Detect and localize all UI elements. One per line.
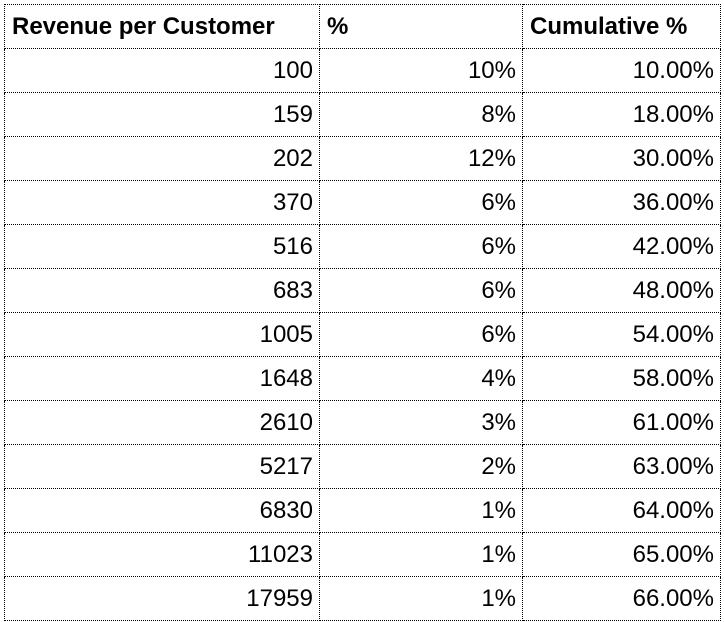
cell-cumulative[interactable]: 48.00% [522, 268, 721, 313]
header-revenue-per-customer[interactable]: Revenue per Customer [4, 4, 320, 49]
cell-percent[interactable]: 6% [319, 224, 523, 269]
cell-percent[interactable]: 10% [319, 48, 523, 93]
cell-revenue[interactable]: 2610 [4, 400, 320, 445]
table-row: 159 8% 18.00% [4, 92, 721, 137]
cell-revenue[interactable]: 6830 [4, 488, 320, 533]
cell-revenue[interactable]: 17959 [4, 576, 320, 621]
cell-cumulative[interactable]: 65.00% [522, 532, 721, 577]
header-cumulative-percent[interactable]: Cumulative % [522, 4, 721, 49]
cell-cumulative[interactable]: 30.00% [522, 136, 721, 181]
cell-revenue[interactable]: 1648 [4, 356, 320, 401]
table-row: 202 12% 30.00% [4, 136, 721, 181]
cell-cumulative[interactable]: 18.00% [522, 92, 721, 137]
table-row: 516 6% 42.00% [4, 224, 721, 269]
cell-revenue[interactable]: 370 [4, 180, 320, 225]
cell-cumulative[interactable]: 61.00% [522, 400, 721, 445]
table-row: 1005 6% 54.00% [4, 312, 721, 357]
table-body: 100 10% 10.00% 159 8% 18.00% 202 12% 30.… [4, 48, 721, 621]
cell-cumulative[interactable]: 54.00% [522, 312, 721, 357]
cell-revenue[interactable]: 159 [4, 92, 320, 137]
cell-percent[interactable]: 1% [319, 532, 523, 577]
table-row: 11023 1% 65.00% [4, 532, 721, 577]
cell-revenue[interactable]: 100 [4, 48, 320, 93]
cell-percent[interactable]: 6% [319, 312, 523, 357]
cell-cumulative[interactable]: 58.00% [522, 356, 721, 401]
cell-percent[interactable]: 1% [319, 576, 523, 621]
cell-cumulative[interactable]: 66.00% [522, 576, 721, 621]
cell-revenue[interactable]: 202 [4, 136, 320, 181]
cell-percent[interactable]: 8% [319, 92, 523, 137]
cell-percent[interactable]: 2% [319, 444, 523, 489]
cell-cumulative[interactable]: 63.00% [522, 444, 721, 489]
table-row: 370 6% 36.00% [4, 180, 721, 225]
cell-percent[interactable]: 1% [319, 488, 523, 533]
table-row: 5217 2% 63.00% [4, 444, 721, 489]
cell-percent[interactable]: 6% [319, 180, 523, 225]
cell-revenue[interactable]: 683 [4, 268, 320, 313]
revenue-table: Revenue per Customer % Cumulative % 100 … [4, 4, 721, 621]
cell-cumulative[interactable]: 36.00% [522, 180, 721, 225]
cell-revenue[interactable]: 516 [4, 224, 320, 269]
cell-cumulative[interactable]: 42.00% [522, 224, 721, 269]
cell-percent[interactable]: 4% [319, 356, 523, 401]
header-percent[interactable]: % [319, 4, 523, 49]
cell-percent[interactable]: 6% [319, 268, 523, 313]
cell-revenue[interactable]: 5217 [4, 444, 320, 489]
cell-cumulative[interactable]: 10.00% [522, 48, 721, 93]
table-row: 100 10% 10.00% [4, 48, 721, 93]
cell-revenue[interactable]: 1005 [4, 312, 320, 357]
header-row: Revenue per Customer % Cumulative % [4, 4, 721, 49]
cell-revenue[interactable]: 11023 [4, 532, 320, 577]
table-row: 17959 1% 66.00% [4, 576, 721, 621]
cell-percent[interactable]: 12% [319, 136, 523, 181]
table-row: 1648 4% 58.00% [4, 356, 721, 401]
cell-cumulative[interactable]: 64.00% [522, 488, 721, 533]
table-row: 683 6% 48.00% [4, 268, 721, 313]
table-row: 6830 1% 64.00% [4, 488, 721, 533]
table-row: 2610 3% 61.00% [4, 400, 721, 445]
spreadsheet-table-container: Revenue per Customer % Cumulative % 100 … [4, 4, 721, 621]
cell-percent[interactable]: 3% [319, 400, 523, 445]
